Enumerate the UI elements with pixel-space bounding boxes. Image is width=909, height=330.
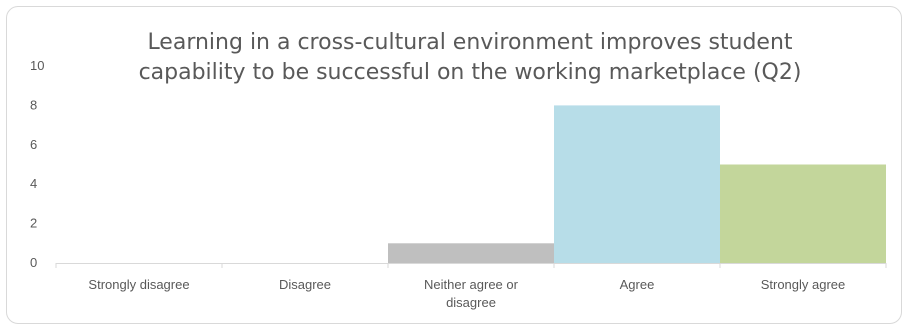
y-tick-label: 2 bbox=[30, 216, 37, 231]
x-axis-ticks: Strongly disagree Disagree Neither agree o… bbox=[55, 263, 887, 310]
y-tick-label: 0 bbox=[30, 255, 37, 270]
chart-title-line-1: Learning in a cross-cultural environment… bbox=[147, 30, 793, 55]
bar-strongly-agree bbox=[720, 164, 886, 263]
y-tick-label: 8 bbox=[30, 97, 37, 112]
chart-title-line-2: capability to be successful on the worki… bbox=[138, 60, 802, 85]
y-tick-label: 4 bbox=[30, 176, 37, 191]
bars bbox=[388, 105, 886, 264]
y-tick-label: 10 bbox=[30, 58, 44, 73]
bar-neither-agree-or-disagree bbox=[388, 243, 554, 263]
bar-agree bbox=[554, 105, 720, 264]
x-tick-label: Strongly disagree bbox=[88, 277, 189, 292]
x-tick-label: Neither agree or disagree bbox=[424, 277, 519, 310]
x-tick-label: Agree bbox=[620, 277, 655, 292]
x-tick-label: Disagree bbox=[279, 277, 331, 292]
x-tick-label: Strongly agree bbox=[761, 277, 846, 292]
y-axis-ticks: 0 2 4 6 8 10 bbox=[30, 58, 44, 270]
y-tick-label: 6 bbox=[30, 137, 37, 152]
chart-title: Learning in a cross-cultural environment… bbox=[120, 28, 820, 88]
